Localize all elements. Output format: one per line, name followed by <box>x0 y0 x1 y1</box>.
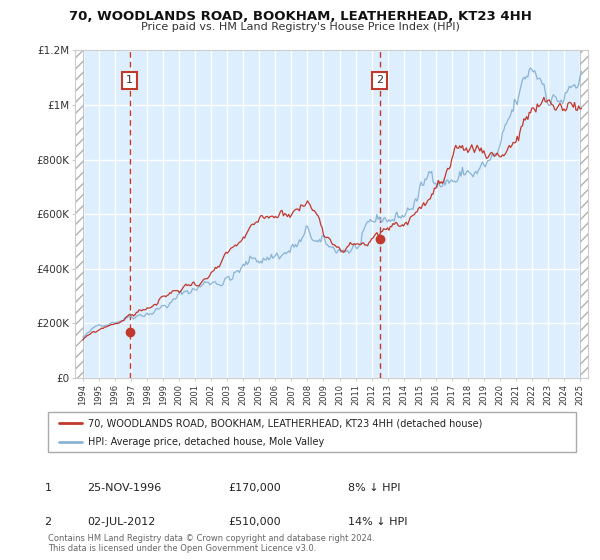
70, WOODLANDS ROAD, BOOKHAM, LEATHERHEAD, KT23 4HH (detached house) <box>541 94 548 101</box>
70, WOODLANDS ROAD, BOOKHAM, LEATHERHEAD, KT23 4HH (detached house) <box>425 196 433 203</box>
Text: 25-NOV-1996: 25-NOV-1996 <box>87 483 161 493</box>
HPI: Average price, detached house, Mole Valley: (2e+03, 3.1e+05): Average price, detached house, Mole Vall… <box>186 290 193 297</box>
Text: 1: 1 <box>126 76 133 86</box>
70, WOODLANDS ROAD, BOOKHAM, LEATHERHEAD, KT23 4HH (detached house) <box>578 105 585 112</box>
70, WOODLANDS ROAD, BOOKHAM, LEATHERHEAD, KT23 4HH (detached house) <box>79 337 86 343</box>
Text: 8% ↓ HPI: 8% ↓ HPI <box>348 483 401 493</box>
Bar <box>580 50 588 378</box>
Bar <box>75 50 83 378</box>
Text: Contains HM Land Registry data © Crown copyright and database right 2024.
This d: Contains HM Land Registry data © Crown c… <box>48 534 374 553</box>
Bar <box>75 50 83 378</box>
70, WOODLANDS ROAD, BOOKHAM, LEATHERHEAD, KT23 4HH (detached house) <box>572 107 580 114</box>
HPI: Average price, detached house, Mole Valley: (2e+03, 2.9e+05): Average price, detached house, Mole Vall… <box>170 296 178 302</box>
Text: 70, WOODLANDS ROAD, BOOKHAM, LEATHERHEAD, KT23 4HH (detached house): 70, WOODLANDS ROAD, BOOKHAM, LEATHERHEAD… <box>88 418 482 428</box>
HPI: Average price, detached house, Mole Valley: (2.03e+03, 1.12e+06): Average price, detached house, Mole Vall… <box>578 68 585 74</box>
Text: 2: 2 <box>376 76 383 86</box>
70, WOODLANDS ROAD, BOOKHAM, LEATHERHEAD, KT23 4HH (detached house) <box>170 287 178 294</box>
Text: HPI: Average price, detached house, Mole Valley: HPI: Average price, detached house, Mole… <box>88 437 324 447</box>
Text: 2: 2 <box>44 517 52 527</box>
HPI: Average price, detached house, Mole Valley: (2.02e+03, 1.06e+06): Average price, detached house, Mole Vall… <box>572 85 580 91</box>
Text: 70, WOODLANDS ROAD, BOOKHAM, LEATHERHEAD, KT23 4HH: 70, WOODLANDS ROAD, BOOKHAM, LEATHERHEAD… <box>68 10 532 23</box>
HPI: Average price, detached house, Mole Valley: (1.99e+03, 1.5e+05): Average price, detached house, Mole Vall… <box>79 334 86 340</box>
Text: £170,000: £170,000 <box>228 483 281 493</box>
70, WOODLANDS ROAD, BOOKHAM, LEATHERHEAD, KT23 4HH (detached house) <box>307 202 314 208</box>
HPI: Average price, detached house, Mole Valley: (2e+03, 3.2e+05): Average price, detached house, Mole Vall… <box>177 287 184 294</box>
Line: 70, WOODLANDS ROAD, BOOKHAM, LEATHERHEAD, KT23 4HH (detached house): 70, WOODLANDS ROAD, BOOKHAM, LEATHERHEAD… <box>83 97 581 340</box>
HPI: Average price, detached house, Mole Valley: (2.02e+03, 1.14e+06): Average price, detached house, Mole Vall… <box>527 64 534 71</box>
Text: 1: 1 <box>44 483 52 493</box>
Line: HPI: Average price, detached house, Mole Valley: HPI: Average price, detached house, Mole… <box>83 68 581 337</box>
Bar <box>580 50 588 378</box>
Text: Price paid vs. HM Land Registry's House Price Index (HPI): Price paid vs. HM Land Registry's House … <box>140 22 460 32</box>
Text: £510,000: £510,000 <box>228 517 281 527</box>
Text: 02-JUL-2012: 02-JUL-2012 <box>87 517 155 527</box>
70, WOODLANDS ROAD, BOOKHAM, LEATHERHEAD, KT23 4HH (detached house) <box>186 282 193 289</box>
70, WOODLANDS ROAD, BOOKHAM, LEATHERHEAD, KT23 4HH (detached house) <box>177 288 184 295</box>
HPI: Average price, detached house, Mole Valley: (2.01e+03, 5.26e+05): Average price, detached house, Mole Vall… <box>307 231 314 238</box>
Text: 14% ↓ HPI: 14% ↓ HPI <box>348 517 407 527</box>
HPI: Average price, detached house, Mole Valley: (2.02e+03, 7.56e+05): Average price, detached house, Mole Vall… <box>425 168 433 175</box>
